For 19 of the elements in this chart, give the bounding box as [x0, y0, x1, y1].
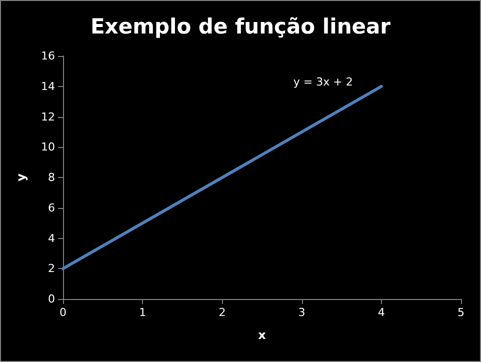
y-tick-label: 4 — [48, 232, 55, 245]
y-tick-label: 0 — [48, 292, 55, 306]
x-tick-label: 2 — [218, 306, 226, 319]
y-axis-title: y — [14, 173, 28, 182]
x-axis-title: x — [258, 328, 266, 342]
y-tick-label: 12 — [41, 110, 55, 124]
y-tick-label: 10 — [41, 140, 55, 154]
y-tick-label: 8 — [48, 171, 55, 184]
chart-title: Exemplo de função linear — [90, 14, 392, 38]
x-tick-label: 5 — [458, 306, 464, 319]
x-tick-label: 3 — [298, 306, 306, 319]
y-tick-label: 14 — [41, 80, 55, 93]
series-label: y = 3x + 2 — [293, 75, 353, 88]
y-tick-label: 16 — [41, 50, 55, 62]
x-tick-label: 1 — [139, 306, 146, 319]
x-tick-label: 0 — [60, 306, 66, 319]
y-tick-label: 2 — [48, 262, 55, 276]
x-tick-label: 4 — [378, 306, 385, 319]
y-tick-label: 6 — [48, 201, 55, 214]
